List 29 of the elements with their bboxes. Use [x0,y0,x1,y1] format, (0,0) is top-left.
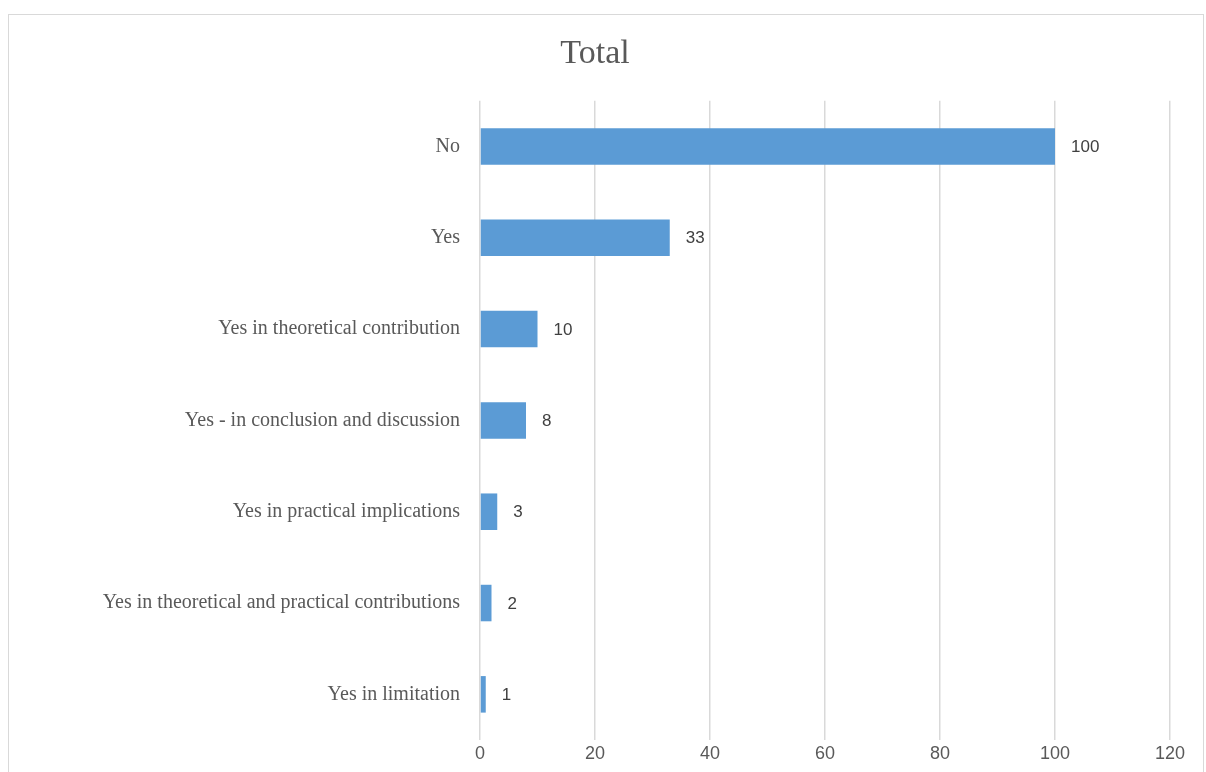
bar [480,493,498,530]
bar [480,402,526,439]
x-tick-label: 100 [1039,742,1071,763]
data-label: 10 [553,319,573,339]
y-tick-label: Yes in limitation [327,681,460,704]
x-tick-label: 40 [699,742,721,763]
y-tick-label: Yes in theoretical contribution [218,316,460,339]
data-label: 3 [513,502,523,522]
data-label: 8 [542,411,552,431]
x-tick-label: 60 [814,742,836,763]
bar [480,676,486,713]
bar [480,128,1055,165]
x-tick-label: 0 [474,742,486,763]
data-label: 1 [501,685,512,705]
x-tick-label: 120 [1154,742,1186,763]
y-tick-label: Yes - in conclusion and discussion [184,407,460,430]
data-label: 2 [507,593,517,613]
data-label: 33 [685,228,705,248]
y-tick-label: Yes in practical implications [232,498,461,522]
bar [480,584,492,622]
bar [480,219,670,257]
chart-title: Total [560,33,630,71]
y-tick-label: Yes in theoretical and practical contributions [102,590,461,614]
y-tick-label: No [435,133,460,156]
x-tick-label: 20 [584,742,606,763]
x-tick-label: 80 [929,742,951,763]
data-label: 100 [1071,137,1100,157]
y-tick-label: Yes [430,225,461,248]
bar [480,310,538,348]
